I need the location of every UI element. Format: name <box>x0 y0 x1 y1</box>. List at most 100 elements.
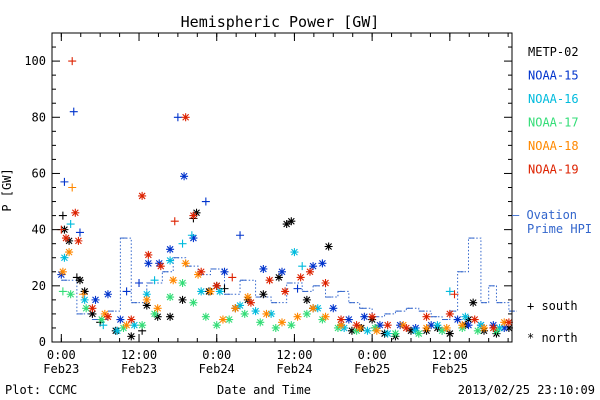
north-point <box>427 321 436 330</box>
north-point <box>155 259 164 268</box>
south-point <box>66 220 75 229</box>
north-point <box>122 321 131 330</box>
north-point <box>445 309 454 318</box>
legend-entry-noaa-19: NOAA-19 <box>528 163 579 177</box>
north-point <box>181 259 190 268</box>
north-point <box>215 287 224 296</box>
north-point <box>153 304 162 313</box>
north-point <box>458 321 467 330</box>
north-point <box>318 259 327 268</box>
series-noaa-19 <box>57 57 513 332</box>
north-point <box>329 304 338 313</box>
north-point <box>138 321 147 330</box>
north-point <box>144 259 153 268</box>
north-point <box>88 304 97 313</box>
plot-credit: Plot: CCMC <box>5 383 77 397</box>
series-noaa-18 <box>58 183 509 335</box>
north-point <box>406 326 415 335</box>
north-point <box>71 208 80 217</box>
north-point <box>130 321 139 330</box>
north-point <box>113 326 122 335</box>
north-point <box>302 295 311 304</box>
south-point <box>79 290 88 299</box>
x-tick-label-time: 0:00 <box>47 348 76 362</box>
north-point <box>352 321 361 330</box>
south-point <box>69 107 78 116</box>
north-point <box>504 318 513 327</box>
north-point <box>103 312 112 321</box>
y-tick-label: 80 <box>32 110 46 124</box>
north-point <box>166 245 175 254</box>
north-point <box>197 267 206 276</box>
north-point <box>321 312 330 321</box>
north-point <box>489 323 498 332</box>
south-point <box>220 284 229 293</box>
south-point <box>122 287 131 296</box>
north-point <box>206 287 215 296</box>
legend-entry-noaa-17: NOAA-17 <box>528 116 579 130</box>
south-point <box>150 276 159 285</box>
north-point <box>461 312 470 321</box>
north-point <box>265 276 274 285</box>
x-axis-label: Date and Time <box>217 383 311 397</box>
series-noaa-17 <box>58 279 501 338</box>
north-point <box>82 304 91 313</box>
north-point <box>500 323 509 332</box>
north-point <box>464 321 473 330</box>
north-point <box>80 295 89 304</box>
north-point <box>166 312 175 321</box>
north-point <box>281 287 290 296</box>
north-point <box>473 326 482 335</box>
north-point <box>88 309 97 318</box>
north-point <box>391 329 400 338</box>
south-point <box>201 197 210 206</box>
x-tick-label-date: Feb23 <box>121 362 157 376</box>
north-point <box>220 267 229 276</box>
north-point <box>246 298 255 307</box>
x-tick-label-date: Feb24 <box>276 362 312 376</box>
x-tick-label-time: 12:00 <box>432 348 468 362</box>
north-point <box>347 326 356 335</box>
north-point <box>144 250 153 259</box>
ovation-hpi-series <box>61 237 517 321</box>
north-point <box>287 217 296 226</box>
north-point <box>60 253 69 262</box>
north-point <box>422 323 431 332</box>
south-point <box>135 279 144 288</box>
north-point <box>97 315 106 324</box>
north-point <box>142 295 151 304</box>
y-tick-label: 40 <box>32 223 46 237</box>
plot-frame <box>51 32 513 343</box>
north-point <box>422 312 431 321</box>
north-point <box>302 309 311 318</box>
north-point <box>212 321 221 330</box>
north-point <box>480 323 489 332</box>
north-point <box>180 172 189 181</box>
north-point <box>66 290 75 299</box>
north-point <box>267 309 276 318</box>
legend-entry-noaa-15: NOAA-15 <box>528 69 579 83</box>
legend-marker-south: + south <box>527 299 578 313</box>
south-point <box>58 211 67 220</box>
north-point <box>169 276 178 285</box>
north-point <box>500 318 509 327</box>
legend-entry-noaa-18: NOAA-18 <box>528 139 579 153</box>
north-point <box>274 273 283 282</box>
north-point <box>178 279 187 288</box>
north-point <box>414 329 423 338</box>
north-point <box>197 287 206 296</box>
north-point <box>127 315 136 324</box>
north-point <box>251 307 260 316</box>
north-point <box>231 304 240 313</box>
north-point <box>218 315 227 324</box>
north-point <box>142 301 151 310</box>
south-point <box>68 183 77 192</box>
y-axis-label: P [GW] <box>0 168 14 211</box>
north-point <box>80 287 89 296</box>
north-point <box>166 256 175 265</box>
north-point <box>256 318 265 327</box>
south-point <box>293 284 302 293</box>
north-point <box>337 315 346 324</box>
x-tick-label-date: Feb24 <box>199 362 235 376</box>
